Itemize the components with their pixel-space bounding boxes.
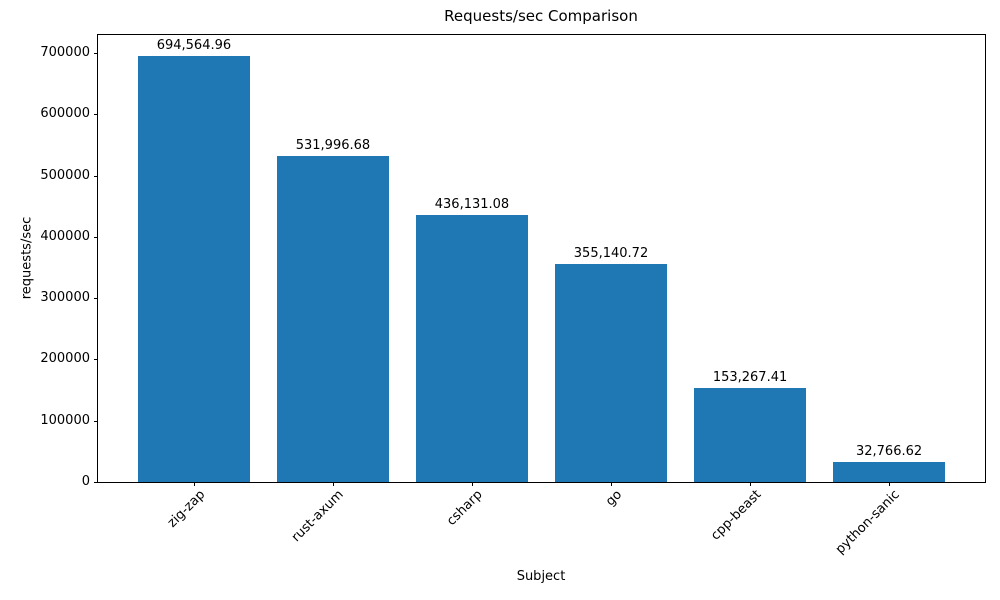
bar-value-label: 355,140.72 <box>573 246 649 262</box>
y-tick-label: 200000 <box>40 351 90 367</box>
bar-csharp <box>416 214 528 482</box>
x-tick-mark <box>332 482 334 486</box>
y-tick-label: 500000 <box>40 167 90 183</box>
x-tick-label-rust-axum: rust-axum <box>289 487 347 546</box>
y-tick-mark <box>94 114 98 116</box>
y-tick-mark <box>94 236 98 238</box>
bar-cpp-beast <box>694 388 806 482</box>
bar-value-label: 153,267.41 <box>712 370 788 386</box>
y-tick-label: 0 <box>81 474 90 489</box>
y-tick-mark <box>94 359 98 361</box>
x-tick-label-cpp-beast: cpp-beast <box>707 487 764 544</box>
y-tick-mark <box>94 482 98 483</box>
x-tick-label-zig-zap: zig-zap <box>164 487 208 531</box>
bar-python-sanic <box>833 461 945 482</box>
bar-zig-zap <box>138 56 250 482</box>
bar-value-label: 32,766.62 <box>855 443 923 459</box>
x-tick-mark <box>471 482 473 486</box>
y-tick-mark <box>94 420 98 422</box>
y-tick-mark <box>94 52 98 54</box>
x-tick-mark <box>193 482 195 486</box>
y-tick-mark <box>94 298 98 300</box>
y-tick-label: 600000 <box>40 106 90 122</box>
y-tick-mark <box>94 175 98 177</box>
bar-value-label: 436,131.08 <box>434 196 510 212</box>
x-tick-mark <box>611 482 612 486</box>
x-tick-mark <box>889 482 891 486</box>
y-tick-label: 300000 <box>40 290 90 306</box>
x-axis-label: Subject <box>516 569 566 584</box>
y-axis-label: requests/sec <box>19 216 35 300</box>
x-tick-label-python-sanic: python-sanic <box>833 487 903 558</box>
x-tick-mark <box>750 482 752 486</box>
bar-rust-axum <box>277 155 389 482</box>
x-tick-label-csharp: csharp <box>444 487 486 529</box>
bar-value-label: 694,564.96 <box>156 38 232 54</box>
bar-go <box>555 264 667 482</box>
y-tick-label: 400000 <box>40 228 90 244</box>
chart-title: Requests/sec Comparison <box>444 7 638 25</box>
y-tick-label: 700000 <box>40 44 90 60</box>
bar-value-label: 531,996.68 <box>295 137 371 153</box>
y-tick-label: 100000 <box>40 412 90 428</box>
x-tick-label-go: go <box>602 487 625 510</box>
